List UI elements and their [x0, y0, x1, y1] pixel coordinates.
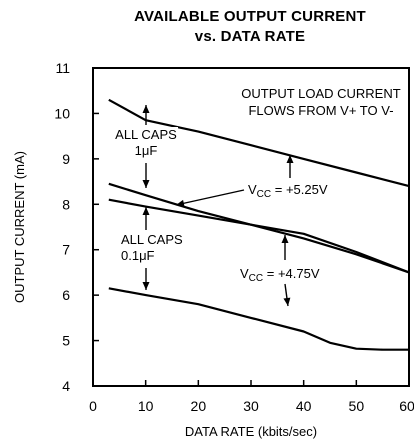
- y-tick-label: 11: [55, 60, 70, 76]
- caps-1uf-label-line-2: 1μF: [135, 143, 158, 158]
- y-tick-label: 6: [62, 287, 70, 303]
- chart-subtitle: vs. DATA RATE: [194, 28, 306, 45]
- vcc-525-arrow-left-head: [176, 199, 185, 207]
- label-background: [114, 232, 180, 264]
- x-tick-label: 10: [138, 398, 154, 414]
- label-background: [244, 180, 362, 200]
- caps-01uf-label-line-2: 0.1μF: [121, 248, 155, 263]
- caps-1uf-arrow-down-head: [142, 180, 150, 188]
- x-tick-label: 30: [243, 398, 259, 414]
- y-axis-label: OUTPUT CURRENT (mA): [12, 151, 27, 303]
- load-current-label-line-1: OUTPUT LOAD CURRENT: [241, 86, 400, 101]
- label-background: [234, 264, 362, 284]
- x-tick-label: 40: [296, 398, 312, 414]
- chart-title: AVAILABLE OUTPUT CURRENT: [134, 8, 366, 25]
- vcc-475-arrow-up-head: [281, 235, 289, 243]
- label-background: [236, 86, 404, 120]
- y-tick-label: 7: [62, 242, 70, 258]
- caps-01uf-arrow-down-head: [142, 282, 150, 290]
- vcc-475-label: VCC = +4.75V: [240, 266, 320, 284]
- caps-01uf-label-line-1: ALL CAPS: [121, 232, 183, 247]
- vcc-525-label: VCC = +5.25V: [248, 182, 328, 200]
- vcc-475-arrow-down-head: [283, 297, 291, 306]
- caps-01uf-arrow-up-head: [142, 207, 150, 215]
- x-tick-label: 0: [89, 398, 97, 414]
- y-tick-label: 10: [54, 105, 70, 121]
- x-tick-label: 60: [399, 398, 414, 414]
- x-tick-label: 50: [349, 398, 365, 414]
- x-tick-label: 20: [191, 398, 207, 414]
- vcc-525-arrow-left: [175, 189, 245, 206]
- y-tick-label: 5: [62, 333, 70, 349]
- series-line-4: [108, 287, 409, 351]
- y-tick-label: 9: [62, 151, 70, 167]
- y-tick-label: 4: [62, 378, 70, 394]
- label-background: [114, 127, 178, 159]
- load-current-label-line-2: FLOWS FROM V+ TO V-: [248, 103, 393, 118]
- vcc-525-arrow-up-head: [286, 155, 294, 163]
- series-line-3: [108, 198, 410, 274]
- caps-1uf-label-line-1: ALL CAPS: [115, 127, 177, 142]
- y-tick-label: 8: [62, 196, 70, 212]
- x-axis-label: DATA RATE (kbits/sec): [185, 424, 317, 439]
- caps-1uf-arrow-up-head: [142, 105, 150, 113]
